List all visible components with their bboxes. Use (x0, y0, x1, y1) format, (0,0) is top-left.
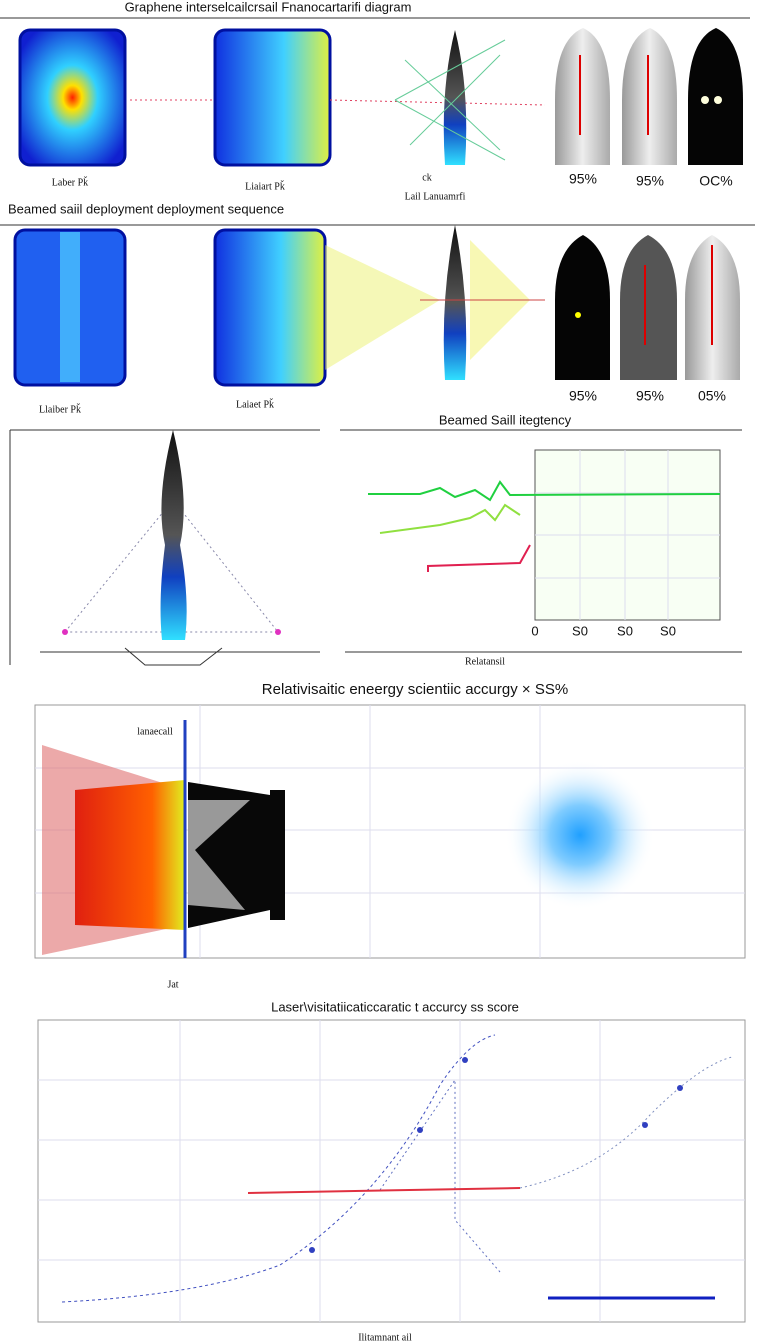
sail-shape (555, 28, 610, 165)
panel-2: Beamed saiil deployment deployment seque… (0, 201, 755, 415)
point (677, 1085, 683, 1091)
title: Beamed saiil deployment deployment seque… (8, 201, 284, 216)
tick-label: S0 (660, 623, 676, 638)
series-line (379, 1078, 501, 1273)
trace (379, 503, 521, 534)
panel-3: Beamed Saill itegtency 0 S0 S0 S0 Relata… (9, 412, 742, 667)
point (462, 1057, 468, 1063)
trace (427, 544, 531, 572)
grid (38, 1020, 745, 1322)
title: Beamed Saill itegtency (439, 412, 572, 427)
tick-label: 0 (531, 623, 538, 638)
marker (714, 96, 722, 104)
trace (368, 480, 721, 502)
marker (62, 629, 68, 635)
sail (213, 228, 327, 387)
series-line (61, 1034, 496, 1303)
percent: 95% (569, 171, 597, 187)
label: Laber Pǩ (52, 175, 88, 188)
percent: 95% (569, 388, 597, 404)
tick-label: S0 (617, 623, 633, 638)
point (309, 1247, 315, 1253)
label: Ilitamnant ail (358, 1332, 412, 1343)
title: Graphene interselcailcrsail Fnanocartari… (125, 0, 412, 14)
marker (701, 96, 709, 104)
sail-shape (622, 28, 677, 165)
sail-shape (688, 28, 743, 165)
sail-shape (620, 235, 677, 380)
label: Relatansil (465, 656, 505, 667)
percent: OC% (699, 173, 732, 189)
label: Llaiber Pǩ (39, 402, 81, 415)
percent: 05% (698, 388, 726, 404)
point (642, 1122, 648, 1128)
sail-band (60, 232, 80, 382)
sail-shape (555, 235, 610, 380)
panel-4: Relativisaitic eneergy scientiic accurgy… (34, 681, 746, 990)
rays (394, 39, 506, 161)
point (417, 1127, 423, 1133)
beam (329, 99, 546, 106)
percent: 95% (636, 388, 664, 404)
energy-blob (505, 760, 655, 910)
label: lanaecall (137, 726, 173, 737)
sail (18, 28, 127, 167)
label: Laiaet Pǩ (236, 397, 274, 410)
title: Relativisaitic eneergy scientiic accurgy… (262, 681, 568, 698)
grid (535, 450, 720, 620)
label: Liaiart Pǩ (245, 179, 285, 192)
beam (325, 245, 440, 370)
spindle (443, 225, 467, 380)
sail-body (188, 800, 250, 910)
percent: 95% (636, 173, 664, 189)
spindle (443, 30, 467, 165)
marker (275, 629, 281, 635)
panel-1: Graphene interselcailcrsail Fnanocartari… (0, 0, 750, 202)
label: Jat (167, 979, 178, 990)
plot-area (37, 1019, 746, 1323)
label: Lail Lanuamrfi (405, 191, 466, 202)
series-line (519, 1056, 733, 1189)
beam-core (75, 780, 185, 930)
marker (575, 312, 581, 318)
label: ck (422, 172, 431, 183)
spindle (160, 430, 187, 640)
panel-5: Laser\visitatiicaticcaratic t accurcy ss… (37, 999, 746, 1343)
title: Laser\visitatiicaticcaratic t accurcy ss… (271, 999, 519, 1014)
stand (124, 647, 223, 666)
sail (213, 28, 332, 167)
tick-label: S0 (572, 623, 588, 638)
threshold (247, 1187, 521, 1194)
